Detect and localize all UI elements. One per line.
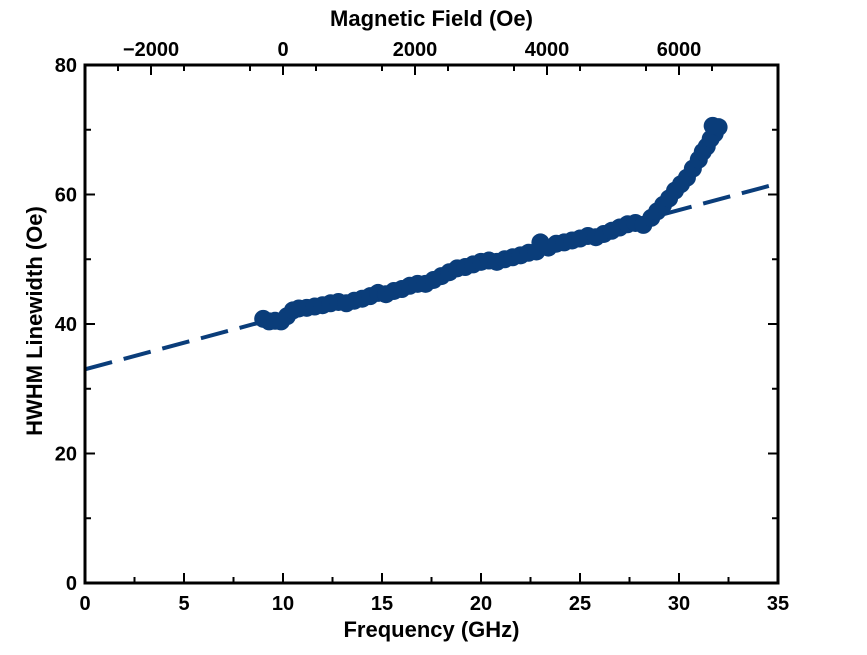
y-tick-label: 20 [55, 444, 77, 466]
top-axis-title: Magnetic Field (Oe) [330, 6, 533, 31]
y-tick-label: 40 [55, 314, 77, 336]
x-tick-label: 35 [767, 593, 789, 615]
x-tick-label: 25 [569, 593, 591, 615]
data-point [703, 116, 722, 135]
y-tick-label: 80 [55, 55, 77, 77]
top-tick-label: 0 [277, 39, 288, 61]
x-tick-label: 20 [470, 593, 492, 615]
x-tick-label: 15 [371, 593, 393, 615]
x-tick-label: 0 [79, 593, 90, 615]
data-points-layer [254, 116, 728, 331]
top-tick-label: 2000 [393, 39, 438, 61]
plot-frame [83, 63, 780, 585]
x-tick-label: 10 [272, 593, 294, 615]
x-tick-label: 5 [178, 593, 189, 615]
y-axis-title: HWHM Linewidth (Oe) [22, 206, 47, 436]
top-tick-label: −2000 [123, 39, 179, 61]
y-tick-label: 60 [55, 185, 77, 207]
top-tick-label: 4000 [525, 39, 570, 61]
y-tick-label: 0 [66, 573, 77, 595]
tick-labels-layer: 0 5 10 15 20 25 30 35 −2000 0 2000 4000 6000 0 20 40 60 8… [55, 39, 789, 615]
top-tick-label: 6000 [657, 39, 702, 61]
x-tick-label: 30 [668, 593, 690, 615]
x-axis-title: Frequency (GHz) [343, 617, 519, 642]
ticks-layer [84, 64, 779, 584]
